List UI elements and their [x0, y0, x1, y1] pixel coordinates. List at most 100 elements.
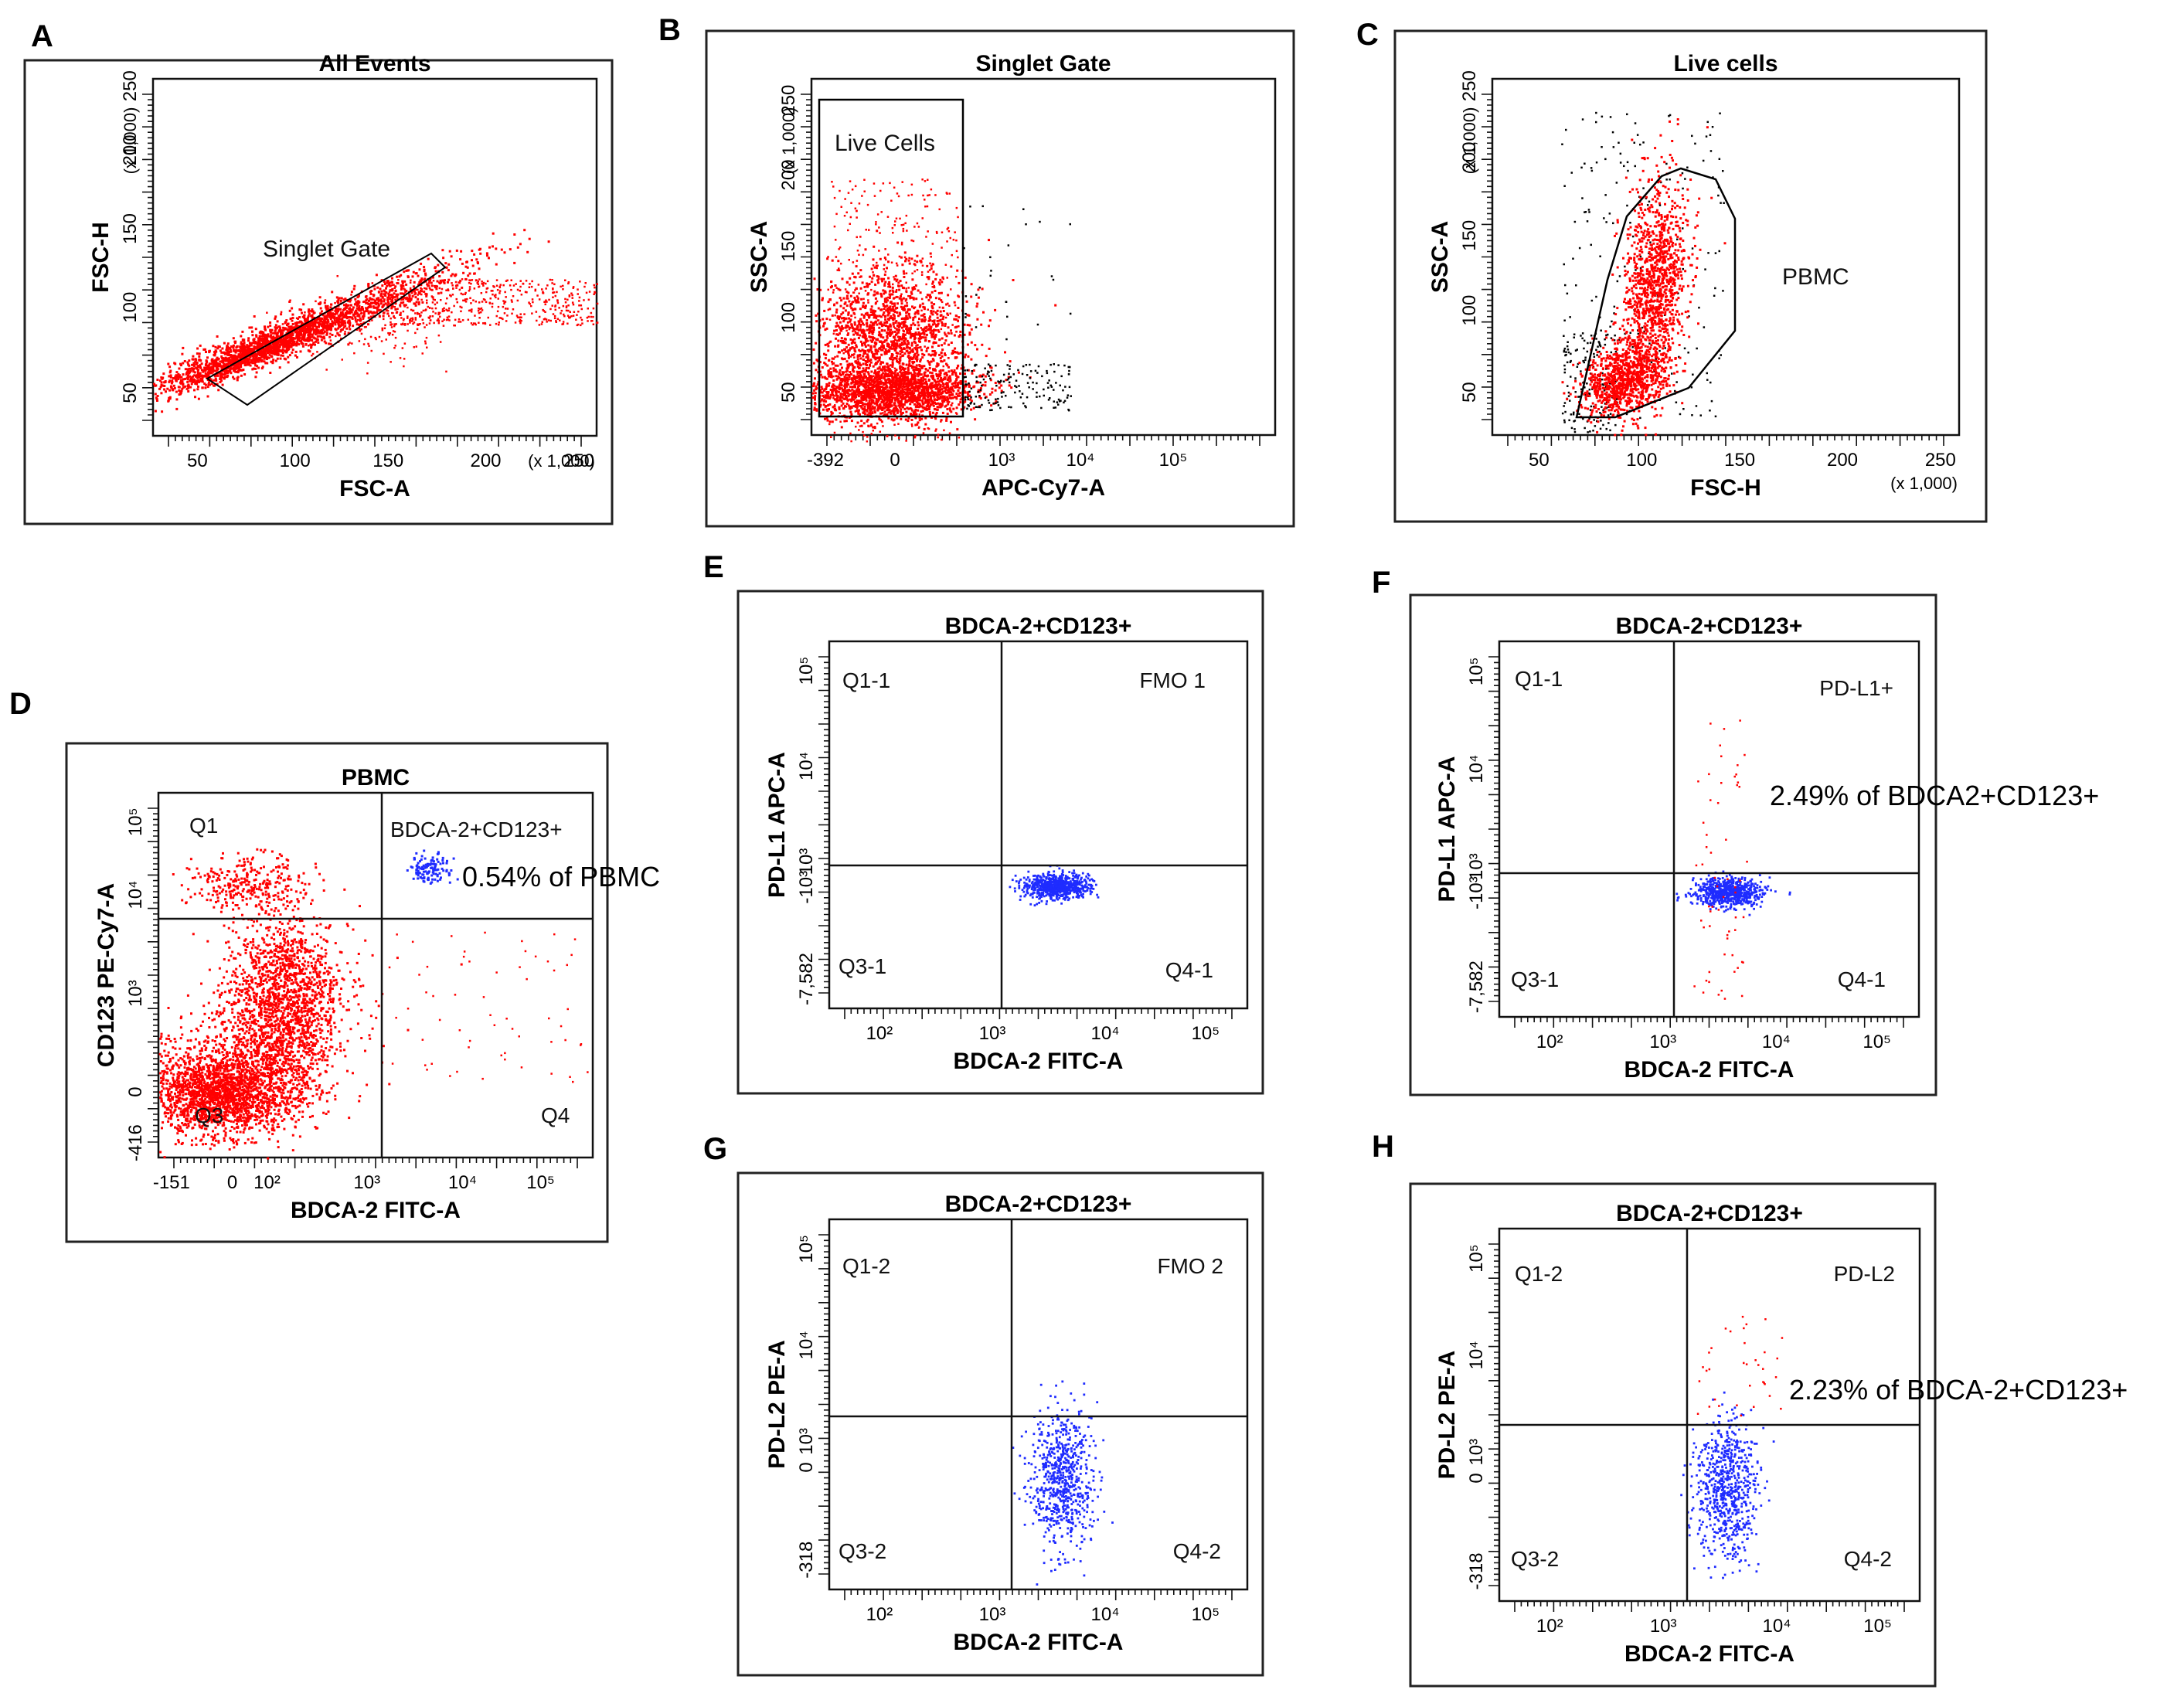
event-dot [480, 292, 483, 294]
event-dot [349, 301, 352, 303]
event-dot [374, 336, 376, 339]
event-dot [445, 318, 448, 321]
event-dot [1008, 384, 1011, 387]
event-dot [298, 330, 301, 333]
event-dot [318, 330, 320, 332]
event-dot [240, 365, 243, 368]
event-dot [947, 365, 950, 369]
event-dot [355, 301, 359, 304]
event-dot [394, 302, 397, 305]
event-dot [242, 369, 245, 371]
event-dot [883, 413, 886, 416]
event-dot [396, 297, 399, 300]
event-dot [377, 298, 380, 301]
event-dot [221, 369, 224, 372]
event-dot [906, 376, 909, 379]
event-dot [921, 399, 924, 402]
event-dot [566, 322, 569, 325]
event-dot [434, 303, 437, 306]
event-dot [271, 331, 274, 335]
event-dot [185, 373, 188, 376]
event-dot [922, 379, 924, 382]
event-dot [270, 334, 272, 337]
event-dot [553, 317, 556, 320]
event-dot [535, 311, 538, 313]
event-dot [847, 383, 850, 386]
event-dot [585, 291, 588, 294]
event-dot [215, 358, 218, 361]
event-dot [475, 279, 478, 282]
event-dot [189, 377, 192, 380]
event-dot [945, 419, 948, 422]
event-dot [350, 294, 352, 296]
event-dot [903, 397, 906, 400]
event-dot [825, 391, 828, 393]
event-dot [434, 312, 437, 314]
event-dot [913, 375, 917, 377]
event-dot [213, 369, 216, 372]
event-dot [231, 361, 234, 364]
event-dot [925, 399, 928, 403]
event-dot [420, 284, 423, 287]
event-dot [475, 258, 478, 261]
event-dot [353, 303, 356, 306]
event-dot [284, 338, 287, 342]
event-dot [835, 301, 839, 304]
event-dot [912, 386, 915, 389]
event-dot [304, 326, 306, 328]
event-dot [956, 386, 959, 389]
event-dot [379, 294, 383, 297]
event-dot [274, 350, 277, 353]
event-dot [901, 411, 904, 414]
event-dot [171, 379, 174, 382]
event-dot [588, 291, 591, 293]
panel-letter-a: A [31, 19, 53, 53]
event-dot [393, 284, 395, 286]
event-dot [287, 336, 290, 339]
event-dot [154, 410, 157, 413]
event-dot [871, 383, 873, 386]
event-dot [182, 373, 185, 376]
event-dot [306, 327, 309, 330]
event-dot [321, 323, 325, 326]
event-dot [167, 399, 170, 403]
event-dot [386, 304, 390, 307]
event-dot [911, 389, 914, 393]
event-dot [883, 366, 886, 369]
event-dot [505, 296, 507, 298]
event-dot [274, 326, 277, 329]
event-dot [825, 416, 828, 420]
event-dot [512, 295, 515, 297]
event-dot [866, 389, 869, 392]
event-dot [470, 282, 472, 285]
event-dot [460, 250, 463, 253]
panel-b-axis-ticks [801, 93, 1260, 446]
event-dot [321, 331, 323, 334]
event-dot [479, 252, 482, 255]
event-dot [482, 322, 485, 325]
event-dot [329, 311, 332, 314]
event-dot [833, 384, 836, 387]
event-dot [455, 249, 458, 252]
event-dot [393, 315, 395, 318]
event-dot [470, 302, 472, 304]
event-dot [281, 342, 284, 345]
event-dot [850, 420, 853, 423]
event-dot [337, 298, 340, 301]
event-dot [228, 359, 231, 362]
event-dot [917, 381, 920, 384]
event-dot [815, 369, 818, 372]
event-dot [219, 376, 222, 379]
event-dot [221, 359, 224, 362]
event-dot [179, 381, 182, 384]
event-dot [255, 359, 258, 362]
event-dot [278, 343, 281, 346]
event-dot [213, 361, 216, 364]
event-dot [361, 307, 364, 310]
event-dot [858, 399, 861, 403]
event-dot [511, 312, 513, 315]
event-dot [210, 368, 213, 371]
event-dot [441, 279, 444, 282]
event-dot [913, 396, 916, 399]
event-dot [894, 399, 897, 402]
